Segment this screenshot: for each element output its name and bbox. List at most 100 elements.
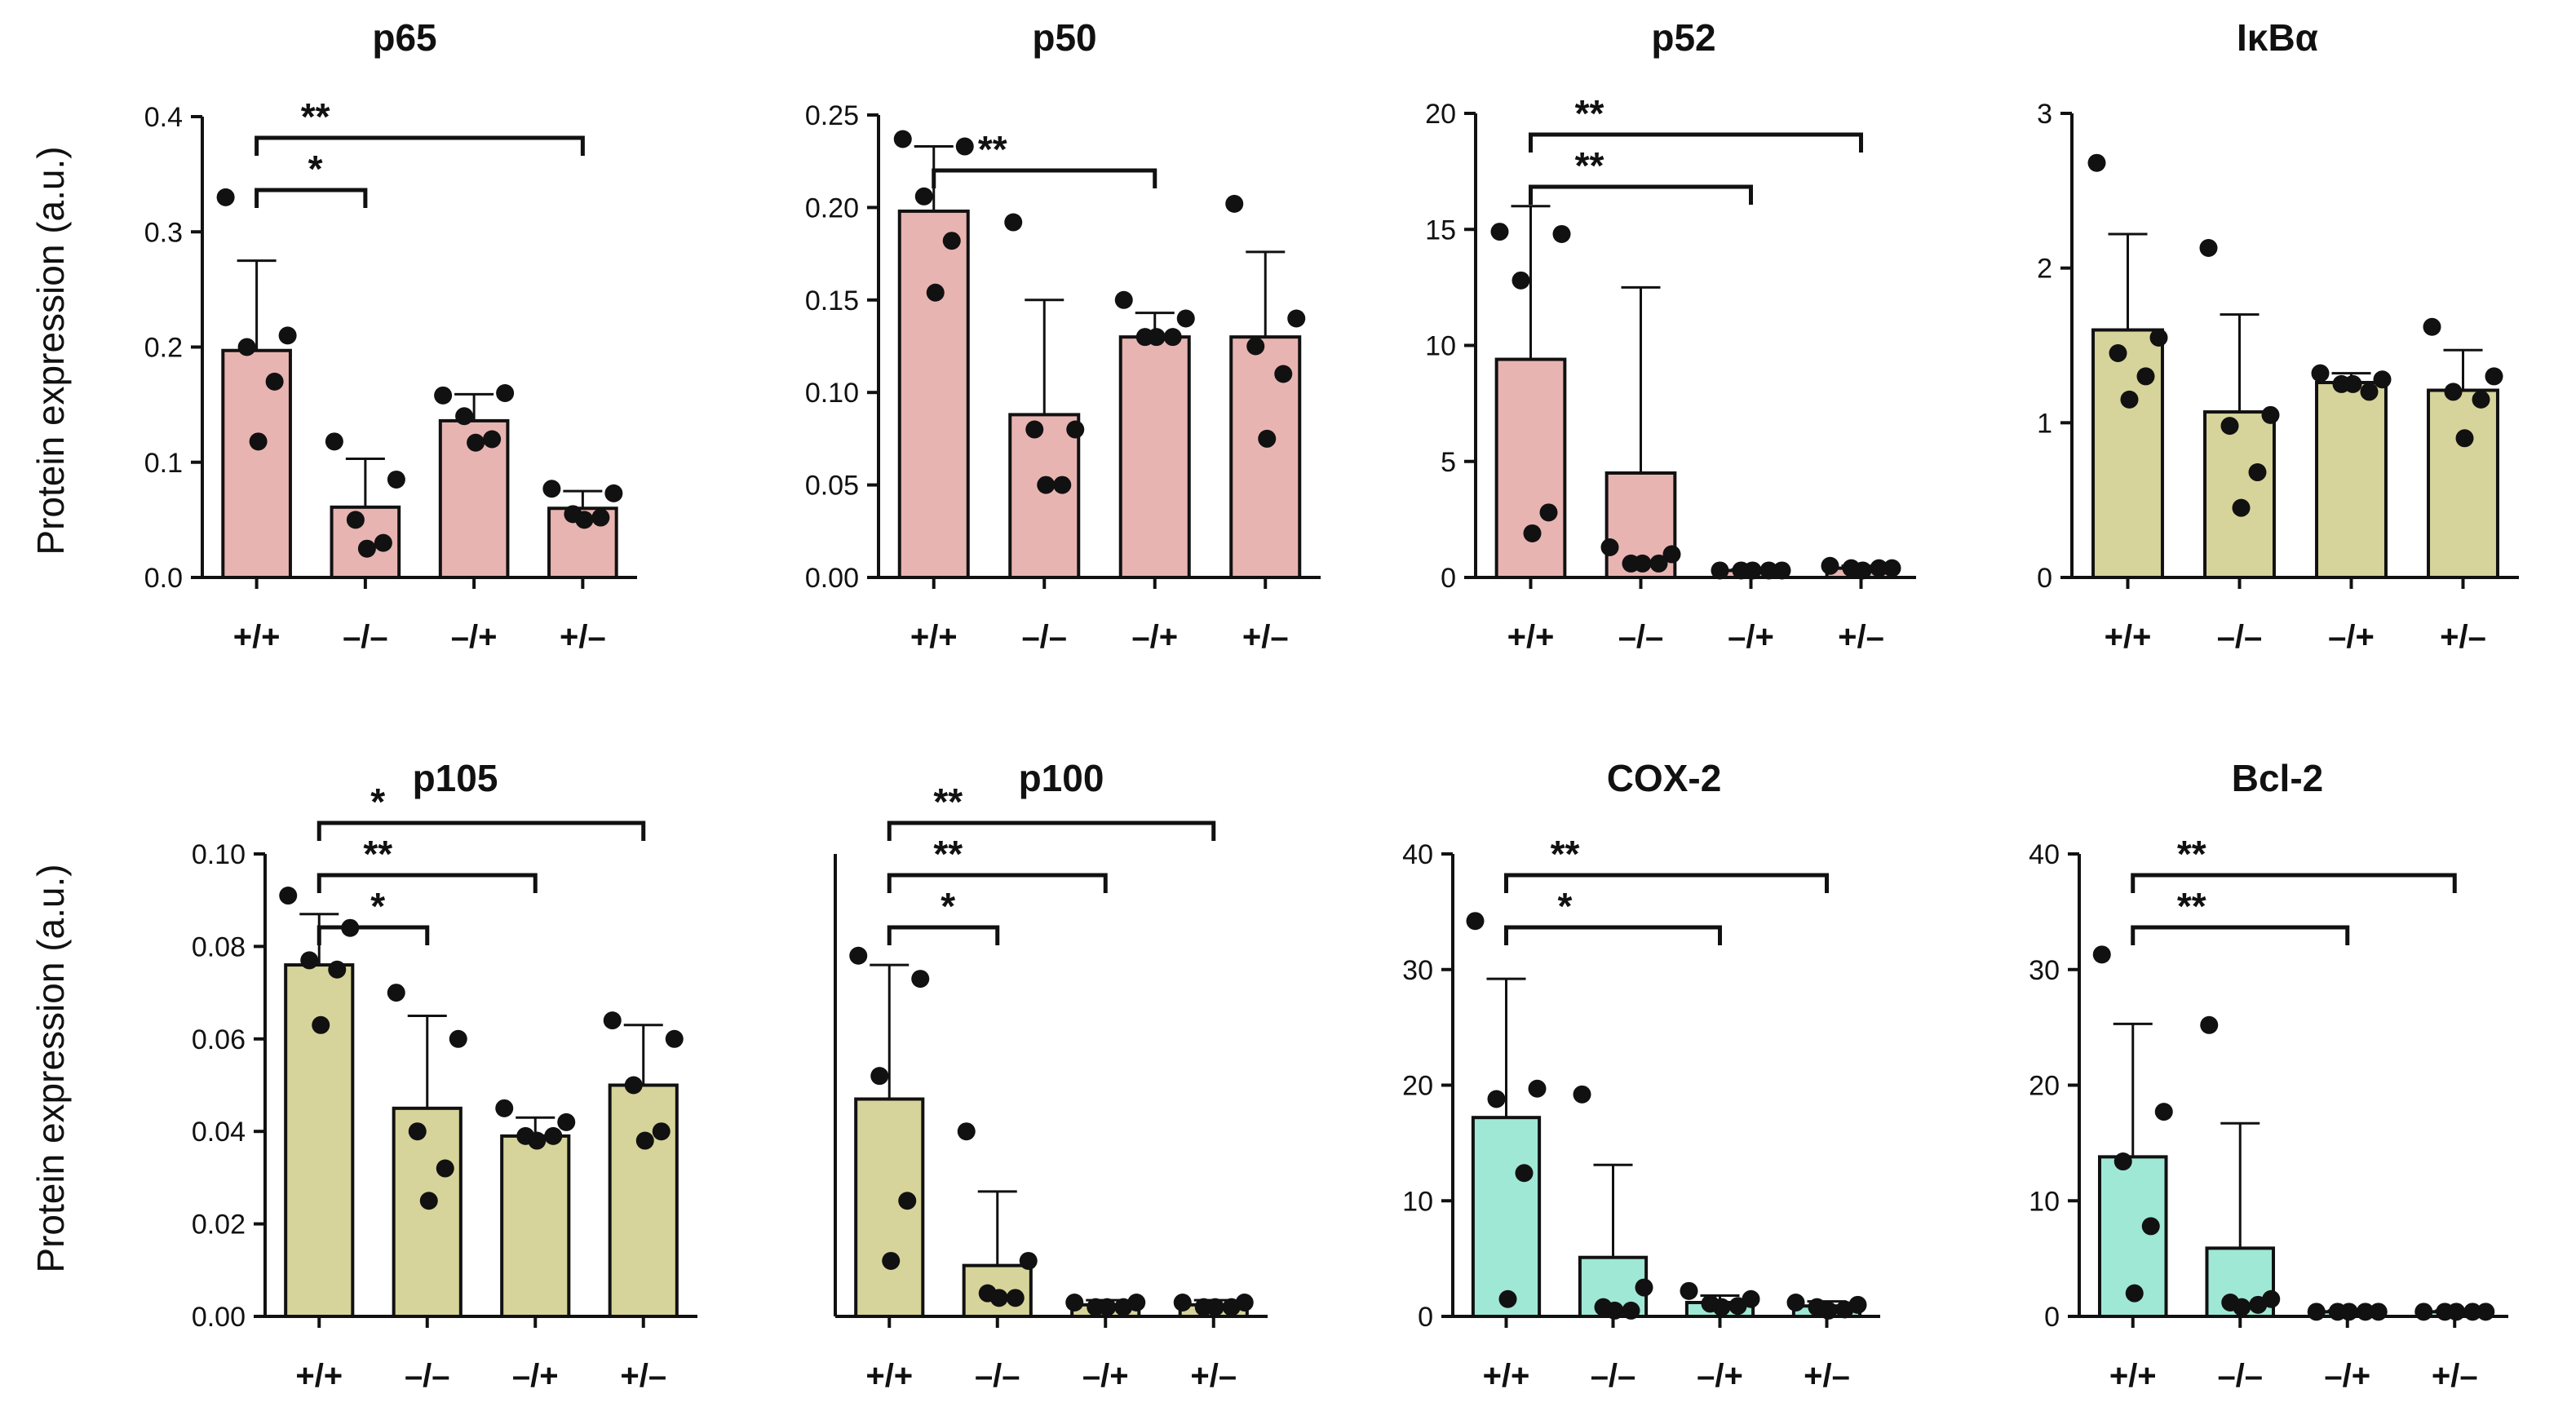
data-point (1712, 1298, 1731, 1316)
y-tick-label: 0.2 (144, 333, 183, 364)
bar (2315, 381, 2388, 579)
panel-6: p100+/+ –/– –/+ +/–***** (834, 757, 1268, 1394)
data-point (1773, 561, 1791, 580)
data-point (870, 1067, 889, 1086)
data-point (2307, 1303, 2326, 1321)
data-point (328, 960, 347, 979)
x-tick-label: +/+ (2109, 1358, 2157, 1394)
data-point (1821, 556, 1839, 575)
bar (1471, 1116, 1542, 1318)
y-tick-label: 0.10 (805, 378, 859, 409)
panel-title: p105 (413, 757, 498, 799)
data-point (249, 432, 268, 451)
significance-bracket (932, 168, 1157, 188)
significance-label: * (941, 885, 955, 927)
data-point (914, 187, 933, 206)
data-point (1163, 328, 1182, 347)
panel-5: p105 0.00 0.02 0.04 0.06 0.08 0.10 +/+ –/– –/+ +/–… (192, 757, 697, 1394)
y-tick-label: 20 (2029, 1071, 2060, 1102)
x-tick-label: –/– (405, 1358, 450, 1394)
panel-title: p100 (1019, 757, 1104, 799)
data-point (2485, 367, 2503, 386)
bar (2091, 328, 2164, 579)
data-point (1114, 290, 1133, 309)
y-tick-label: 20 (1402, 1071, 1433, 1102)
data-point (2200, 1015, 2219, 1034)
y-tick-label: 5 (1441, 447, 1456, 478)
data-point (1066, 420, 1085, 439)
significance-label: ** (1575, 92, 1604, 135)
y-tick-label: 2 (2037, 254, 2052, 285)
data-point (495, 1099, 514, 1117)
data-point (604, 484, 623, 502)
data-point (279, 887, 298, 905)
x-tick-label: +/– (1242, 619, 1289, 655)
x-tick-label: +/+ (2105, 619, 2152, 655)
data-point (2311, 364, 2330, 383)
y-tick-label: 30 (1402, 955, 1433, 986)
significance-bracket (316, 873, 538, 893)
data-point (1098, 1298, 1117, 1316)
y-tick-label: 0 (2044, 1302, 2060, 1333)
data-point (2248, 463, 2267, 482)
x-tick-label: +/– (1190, 1358, 1237, 1394)
x-tick-label: +/+ (233, 619, 281, 655)
data-point (1222, 1298, 1241, 1316)
y-tick-label: 30 (2029, 955, 2060, 986)
data-point (1466, 912, 1485, 931)
data-point (1147, 328, 1166, 347)
y-tick-label: 0.06 (192, 1024, 246, 1055)
y-tick-label: 0.10 (192, 839, 246, 870)
data-point (1633, 554, 1652, 573)
data-point (665, 1029, 684, 1048)
data-point (1786, 1293, 1805, 1311)
x-tick-label: –/+ (1082, 1358, 1129, 1394)
x-tick-label: +/– (2432, 1358, 2478, 1394)
x-tick-label: –/+ (2328, 619, 2375, 655)
data-point (2463, 1303, 2482, 1321)
y-tick-label: 0.0 (144, 563, 183, 594)
data-point (1225, 194, 1244, 213)
x-tick-label: –/+ (512, 1358, 559, 1394)
data-point (1176, 309, 1195, 328)
data-point (1728, 1297, 1747, 1316)
panel-8: Bcl-2 0 10 20 30 40 +/+ –/– –/+ +/– ** ** (2029, 757, 2508, 1394)
panel-title: p65 (372, 16, 436, 59)
data-point (575, 511, 594, 529)
panel-2: p50 0.00 0.05 0.10 0.15 0.20 0.25 +/+ –/– –/+ +/– *… (805, 16, 1321, 655)
significance-bracket (316, 821, 646, 841)
bar (608, 1083, 679, 1318)
x-tick-label: +/– (560, 619, 606, 655)
data-point (1622, 1301, 1640, 1320)
data-point (1552, 224, 1571, 243)
x-tick-label: +/– (2440, 619, 2486, 655)
bar (1494, 357, 1567, 579)
data-point (449, 1029, 467, 1048)
data-point (544, 1126, 563, 1145)
panel-4: IκBα 0 1 2 3 +/+ –/– –/+ +/– (2037, 16, 2519, 655)
data-point (603, 1011, 622, 1030)
data-point (1539, 503, 1558, 522)
y-tick-label: 0.02 (192, 1210, 246, 1241)
data-point (2113, 1152, 2132, 1171)
data-point (1662, 545, 1681, 564)
significance-label: ** (1575, 144, 1604, 187)
data-point (2087, 153, 2106, 172)
data-point (1246, 337, 1265, 356)
data-point (2444, 383, 2463, 401)
data-point (1600, 538, 1619, 557)
data-point (635, 1131, 654, 1150)
data-point (2356, 1303, 2375, 1321)
significance-bracket (1529, 184, 1753, 205)
data-point (989, 1289, 1008, 1307)
data-point (1759, 561, 1778, 580)
data-point (408, 1122, 427, 1141)
significance-label: ** (301, 95, 330, 138)
x-tick-label: +/+ (910, 619, 958, 655)
x-tick-label: –/– (343, 619, 388, 655)
data-point (882, 1251, 901, 1270)
data-point (1287, 309, 1306, 328)
